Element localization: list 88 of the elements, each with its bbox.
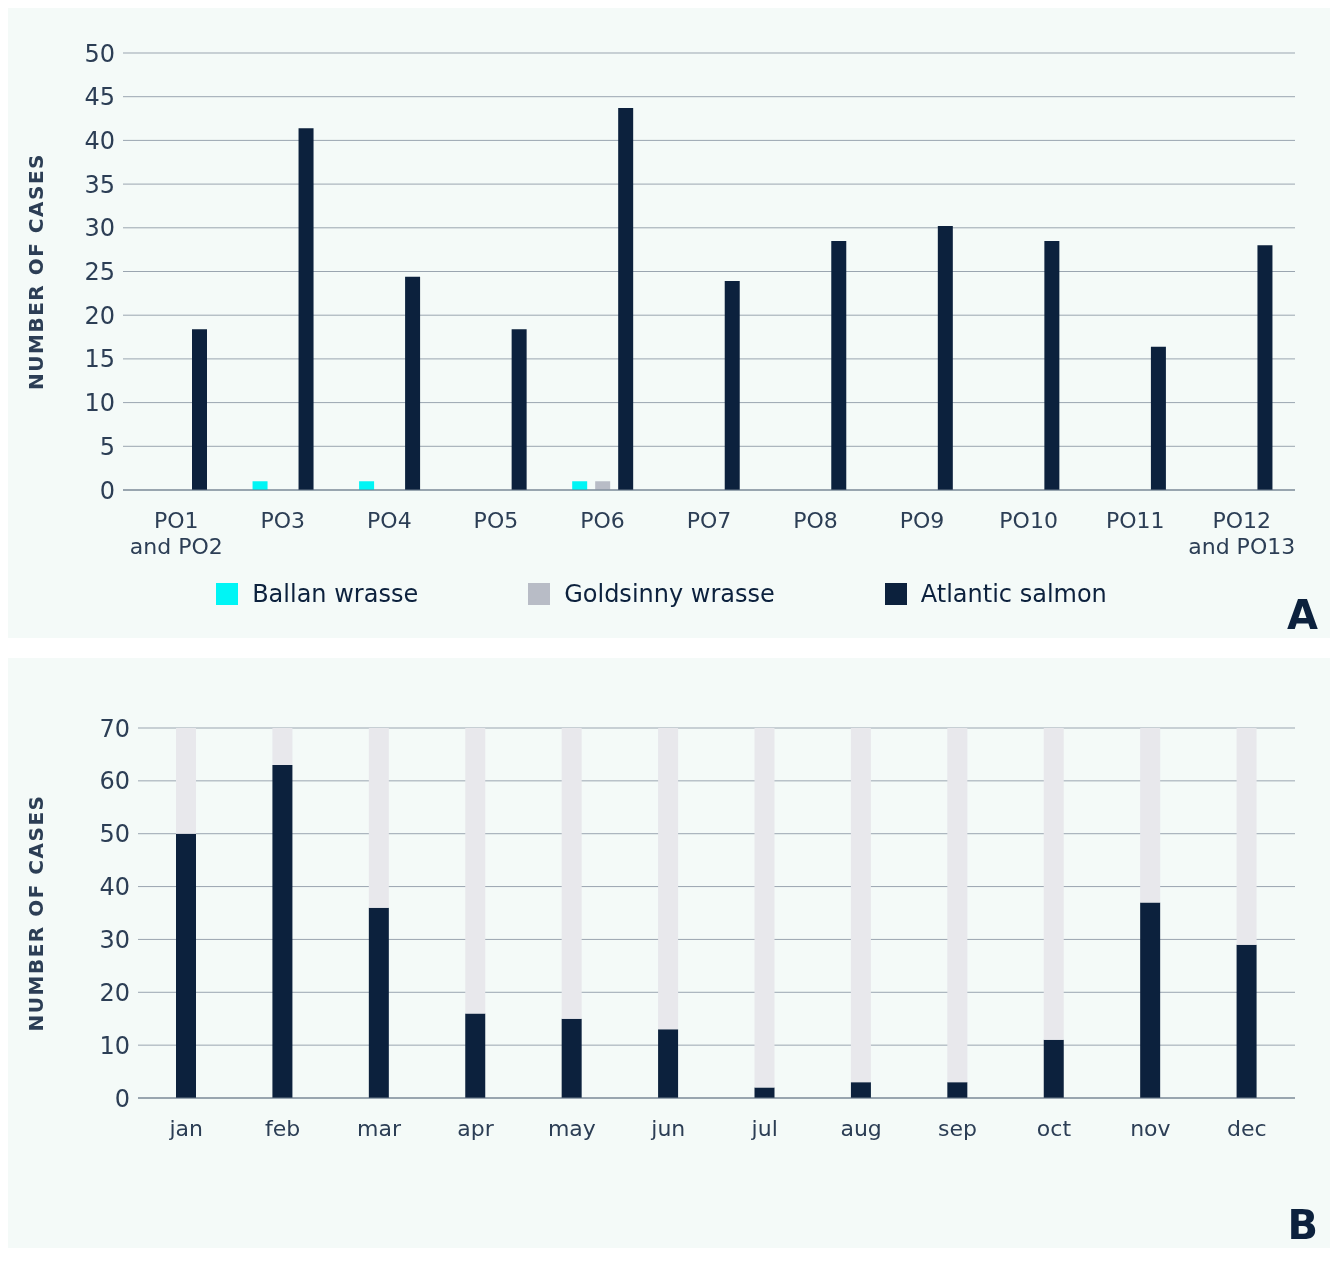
- y-tick-label: 70: [99, 714, 130, 743]
- x-tick-label: apr: [457, 1116, 495, 1141]
- bar: [368, 728, 389, 908]
- bar: [298, 128, 314, 490]
- bar: [1257, 245, 1273, 490]
- bar: [937, 226, 953, 490]
- bar: [1043, 1039, 1064, 1098]
- y-tick-label: 30: [84, 214, 115, 243]
- x-tick-label: PO4: [367, 508, 412, 533]
- y-axis-title: NUMBER OF CASES: [24, 153, 49, 390]
- x-tick-label: nov: [1130, 1116, 1171, 1141]
- y-tick-label: 50: [99, 820, 130, 849]
- y-tick-label: 50: [84, 39, 115, 68]
- y-tick-label: 15: [84, 345, 115, 374]
- x-tick-label: may: [547, 1116, 596, 1141]
- bar: [176, 833, 196, 1098]
- y-tick-label: 60: [99, 767, 130, 796]
- bar: [595, 481, 611, 490]
- x-tick-label: PO6: [580, 508, 625, 533]
- bar: [368, 907, 389, 1098]
- x-tick-label: PO11: [1105, 508, 1165, 533]
- y-tick-label: 35: [84, 170, 115, 199]
- legend-label: Atlantic salmon: [920, 580, 1107, 608]
- y-tick-label: 40: [99, 873, 130, 902]
- bar: [1043, 728, 1064, 1040]
- x-tick-label: mar: [357, 1116, 402, 1141]
- bar: [359, 481, 375, 490]
- bar: [1150, 346, 1166, 490]
- y-tick-label: 30: [99, 925, 130, 954]
- bar: [658, 728, 679, 1030]
- bar: [1140, 728, 1161, 903]
- bar: [658, 1029, 679, 1098]
- bar: [947, 1082, 968, 1098]
- bar: [1044, 240, 1060, 490]
- x-tick-label: jun: [650, 1116, 686, 1141]
- x-tick-label: PO12 and PO13: [1188, 508, 1296, 559]
- y-tick-label: 40: [84, 126, 115, 155]
- bar: [465, 728, 486, 1014]
- bar: [561, 728, 582, 1019]
- x-tick-label: sep: [938, 1116, 978, 1141]
- x-tick-label: PO10: [999, 508, 1058, 533]
- legend-label: Goldsinny wrasse: [564, 580, 775, 608]
- y-axis-title: NUMBER OF CASES: [24, 794, 49, 1032]
- y-tick-label: 0: [99, 476, 115, 505]
- y-tick-label: 25: [84, 258, 115, 287]
- y-tick-label: 10: [99, 1031, 130, 1060]
- bar: [754, 728, 775, 1088]
- x-tick-label: dec: [1226, 1116, 1267, 1141]
- x-tick-label: jul: [750, 1116, 778, 1141]
- bar: [850, 728, 871, 1083]
- x-tick-label: PO8: [793, 508, 838, 533]
- x-tick-label: feb: [265, 1116, 301, 1141]
- bar: [252, 481, 268, 490]
- y-tick-label: 45: [84, 83, 115, 112]
- bar: [561, 1018, 582, 1098]
- bar: [1236, 944, 1257, 1098]
- bar: [1140, 902, 1161, 1098]
- y-tick-label: 20: [99, 978, 130, 1007]
- legend-label: Ballan wrasse: [252, 580, 419, 608]
- x-tick-label: aug: [840, 1116, 882, 1141]
- y-tick-label: 20: [84, 301, 115, 330]
- x-tick-label: PO5: [473, 508, 519, 533]
- y-tick-label: 0: [114, 1084, 130, 1113]
- x-tick-label: PO9: [899, 508, 945, 533]
- y-tick-label: 10: [84, 389, 115, 418]
- bar: [947, 728, 968, 1083]
- x-tick-label: oct: [1036, 1116, 1072, 1141]
- bar: [754, 1087, 775, 1098]
- y-tick-label: 5: [99, 432, 115, 461]
- bar: [176, 728, 196, 834]
- x-tick-label: PO1 and PO2: [129, 508, 223, 559]
- text: A: [1287, 592, 1318, 638]
- bar: [465, 1013, 486, 1098]
- x-tick-label: jan: [168, 1116, 203, 1141]
- bar: [511, 329, 527, 490]
- bar: [1236, 728, 1257, 945]
- bar: [618, 108, 634, 490]
- x-tick-label: PO3: [260, 508, 306, 533]
- bar: [831, 240, 847, 490]
- bar: [272, 728, 293, 765]
- bar: [724, 281, 740, 490]
- x-tick-label: PO7: [686, 508, 732, 533]
- bar: [192, 329, 207, 490]
- bar: [405, 276, 421, 490]
- text: B: [1287, 1202, 1318, 1248]
- bar: [272, 765, 293, 1098]
- bar: [572, 481, 588, 490]
- bar: [850, 1082, 871, 1098]
